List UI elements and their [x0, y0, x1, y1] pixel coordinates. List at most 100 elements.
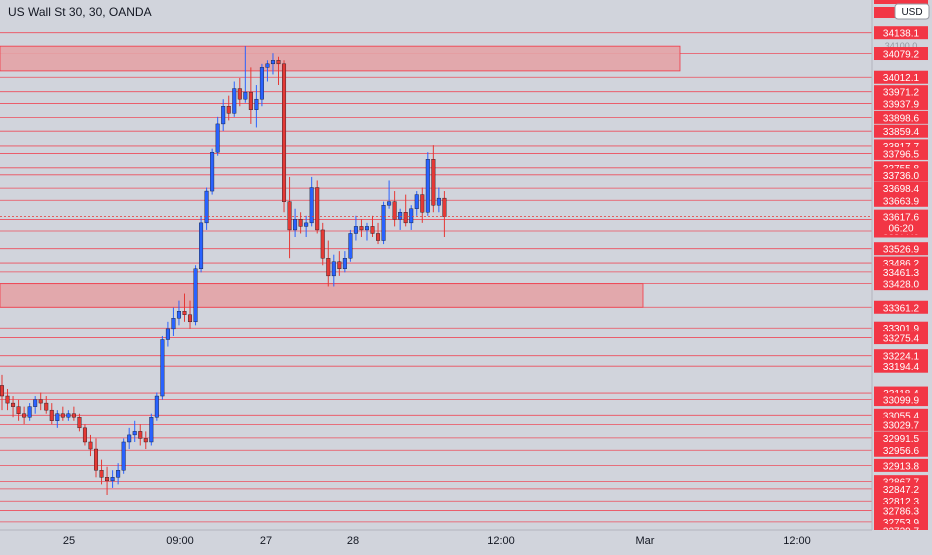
price-label: 32786.3 — [883, 506, 920, 517]
price-label: 32956.6 — [883, 446, 920, 457]
symbol-title: US Wall St 30, 30, OANDA — [8, 5, 152, 19]
price-label-box — [874, 96, 928, 110]
candle-body — [88, 441, 93, 450]
currency-label: USD — [901, 7, 922, 18]
candle-body — [5, 395, 10, 404]
axis-corner — [872, 530, 932, 550]
price-label: 33029.7 — [883, 420, 920, 431]
time-tick-label: 28 — [347, 535, 359, 547]
candle-body — [138, 431, 143, 439]
candle-body — [370, 226, 375, 234]
candle-body — [160, 339, 165, 397]
candle-body — [154, 395, 159, 418]
price-label-box — [874, 70, 928, 84]
candle-body — [116, 470, 121, 478]
candle-body — [149, 417, 154, 443]
candle-body — [38, 399, 43, 404]
price-label: 33698.4 — [883, 184, 920, 195]
candle-body — [110, 477, 115, 482]
price-label: 33859.4 — [883, 127, 920, 138]
time-axis[interactable]: 25 09:00 27 28 12:00 Mar 12:00 — [0, 529, 932, 550]
price-label: 33898.6 — [883, 113, 920, 124]
candle-body — [331, 261, 336, 277]
candle-body — [315, 187, 320, 231]
price-label: 33796.5 — [883, 149, 920, 160]
time-tick-label: 25 — [63, 535, 75, 547]
candle-body — [376, 233, 381, 241]
time-axis-bg — [0, 530, 872, 550]
price-label-box — [874, 503, 928, 517]
price-label: 34012.1 — [883, 73, 920, 84]
candle-body — [342, 258, 347, 270]
candle-body — [33, 399, 38, 407]
price-label-box — [874, 124, 928, 138]
candle-body — [16, 406, 21, 414]
price-label: 33461.3 — [883, 268, 920, 279]
candle-body — [243, 91, 248, 100]
candle-body — [320, 229, 325, 259]
candle-body — [171, 318, 176, 330]
price-label-box — [874, 431, 928, 445]
current-price-box — [874, 209, 928, 235]
price-label-box — [874, 482, 928, 496]
candle-body — [44, 402, 49, 411]
candle-body — [210, 151, 215, 192]
price-label: 33361.2 — [883, 303, 920, 314]
price-label-box — [874, 331, 928, 345]
horizontal-levels — [0, 32, 872, 531]
candle-body — [60, 413, 65, 418]
price-label-box — [874, 181, 928, 195]
candle-body — [176, 311, 181, 319]
price-label: 33971.2 — [883, 88, 920, 99]
candle-body — [27, 406, 32, 418]
candle-body — [298, 219, 303, 227]
price-tick-label: 34100.0 — [885, 41, 918, 51]
candle-body — [425, 159, 430, 213]
zone-rect — [0, 283, 644, 308]
price-label: 33275.4 — [883, 334, 920, 345]
candle-body — [282, 63, 287, 202]
candle-body — [254, 98, 259, 110]
candle-body — [132, 431, 137, 436]
price-label-box — [874, 393, 928, 407]
price-label: 32812.3 — [883, 497, 920, 508]
price-label: 33663.9 — [883, 196, 920, 207]
price-label: 34079.2 — [883, 50, 920, 61]
candle-body — [353, 226, 358, 234]
price-label: 33301.9 — [883, 324, 920, 335]
candle-body — [409, 208, 414, 224]
time-tick-label: 09:00 — [166, 535, 194, 547]
candle-body — [99, 470, 104, 478]
candle-body — [127, 434, 132, 443]
price-label-box — [874, 417, 928, 431]
candle-body — [22, 413, 27, 418]
price-label: 33486.2 — [883, 259, 920, 270]
candle-body — [215, 123, 220, 153]
candlesticks — [0, 46, 447, 495]
candle-body — [276, 60, 281, 65]
candle-body — [398, 212, 403, 220]
candle-body — [403, 212, 408, 224]
candle-body — [121, 441, 126, 471]
candle-body — [143, 438, 148, 443]
price-label-box — [874, 458, 928, 472]
candle-body — [337, 261, 342, 270]
price-label: 33099.9 — [883, 396, 920, 407]
candle-body — [77, 417, 82, 429]
candle-body — [270, 60, 275, 65]
candle-body — [414, 194, 419, 209]
price-label: 33194.4 — [883, 362, 920, 373]
candle-body — [204, 190, 209, 224]
price-label-box — [874, 300, 928, 314]
price-label: 33937.9 — [883, 99, 920, 110]
currency-badge[interactable]: USD — [894, 3, 930, 20]
price-label-box — [874, 193, 928, 207]
candle-body — [381, 204, 386, 241]
time-tick-label: 27 — [260, 535, 272, 547]
price-label-clipped — [874, 0, 928, 4]
price-label: 33224.1 — [883, 352, 920, 363]
candle-body — [232, 88, 237, 114]
candle-body — [66, 413, 71, 418]
